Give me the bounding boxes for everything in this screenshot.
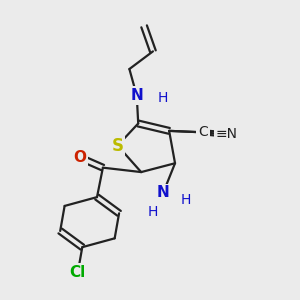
Text: Cl: Cl — [70, 265, 86, 280]
Text: S: S — [112, 136, 124, 154]
Text: H: H — [158, 92, 168, 106]
Text: N: N — [130, 88, 143, 103]
Text: ≡N: ≡N — [216, 127, 238, 141]
Text: H: H — [148, 205, 158, 219]
Text: N: N — [157, 185, 169, 200]
Text: H: H — [180, 193, 190, 207]
Text: O: O — [73, 150, 86, 165]
Text: C: C — [198, 125, 208, 139]
